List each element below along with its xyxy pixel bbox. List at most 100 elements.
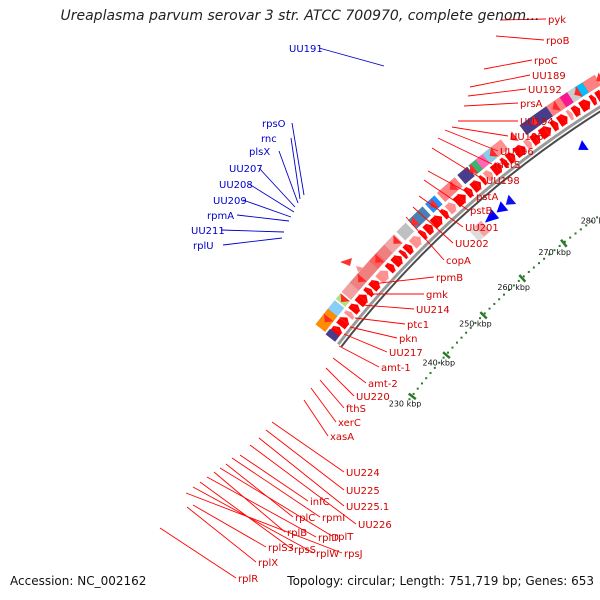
gene-body [408, 236, 421, 249]
gene-body [422, 224, 434, 236]
gene-leader-line [258, 167, 296, 208]
gene-leader-line [423, 179, 469, 211]
gene-body [402, 244, 414, 256]
gene-leader-line [249, 444, 357, 525]
gene-arrow [345, 310, 356, 319]
gene-arrow [339, 317, 350, 326]
gene-arrow [375, 254, 385, 263]
gene-leader-line [242, 199, 292, 218]
gene-arrow [542, 125, 552, 137]
gene-arrow [350, 303, 361, 312]
gene-leader-line [412, 206, 454, 244]
gene-leader-line [418, 195, 464, 228]
gene-arrow [358, 294, 368, 303]
gene-label: amt-1 [381, 363, 411, 374]
scale-dot [493, 302, 496, 305]
gene-label: rpsO [262, 119, 286, 130]
gene-body [354, 295, 368, 308]
scale-dot [429, 372, 432, 375]
scale-dot [579, 228, 582, 231]
gene-label: UU194 [520, 117, 554, 128]
gene-leader-line [186, 506, 257, 563]
gene-body [570, 105, 581, 118]
gene-arrow [370, 279, 381, 289]
gene-block [327, 300, 345, 317]
gene-label: UU220 [356, 392, 390, 403]
gene-arrow [507, 151, 516, 163]
gene-body [529, 133, 540, 146]
gene-label: rnc [261, 134, 277, 145]
gene-body [336, 317, 349, 330]
gene-block [582, 74, 600, 93]
gene-leader-line [338, 345, 380, 368]
gene-arrow [479, 174, 488, 185]
gene-arrow [425, 223, 435, 233]
gene-leader-line [248, 183, 295, 213]
scale-dot [420, 382, 423, 385]
scale-dot [465, 331, 468, 334]
gene-leader-line [499, 18, 547, 21]
gene-body [375, 271, 389, 284]
gene-label: metS [494, 160, 520, 171]
gene-leader-line [220, 229, 285, 233]
scale-dot [483, 312, 486, 315]
gene-block [341, 282, 360, 301]
gene-leader-line [332, 357, 367, 384]
gene-label: ptc1 [407, 320, 429, 331]
scale-dot [585, 224, 588, 227]
gene-leader-line [291, 122, 305, 196]
scale-tick [560, 238, 568, 248]
gene-arrow [560, 113, 568, 125]
scale-label: 260 kbp [497, 283, 530, 292]
gene-body [469, 180, 481, 193]
gene-leader-line [225, 463, 294, 518]
blue-gene-arrow [496, 201, 509, 213]
gene-arrow [404, 243, 414, 253]
gene-leader-line [354, 317, 406, 325]
gene-arrow [532, 133, 541, 144]
gene-block [559, 91, 575, 108]
scale-tick [518, 274, 527, 283]
gene-leader-line [192, 486, 315, 554]
accession-label: Accession: NC_002162 [10, 574, 147, 588]
gene-label: pyk [548, 15, 566, 26]
scale-dot [522, 275, 525, 278]
gene-leader-line [185, 492, 343, 554]
gene-body [556, 114, 567, 127]
scale-dot [527, 270, 530, 273]
gene-arrow [386, 262, 397, 272]
gene-leader-line [206, 476, 317, 538]
gene-body [363, 287, 374, 298]
gene-block [474, 220, 491, 237]
gene-arrow [510, 131, 519, 141]
gene-label: rplW [316, 549, 339, 560]
scale-dot [517, 279, 520, 282]
gene-label: plsX [249, 147, 270, 158]
gene-arrow [323, 313, 334, 323]
gene-arrow [489, 147, 499, 157]
scale-dot [412, 392, 415, 395]
gene-arrow [340, 293, 350, 303]
gene-label: rpsS [294, 545, 316, 556]
genome-summary: Topology: circular; Length: 751,719 bp; … [287, 574, 594, 588]
gene-arrow [596, 72, 600, 82]
gene-leader-line [451, 126, 509, 137]
gene-label: UU225 [346, 486, 380, 497]
gene-label: gmk [426, 290, 448, 301]
gene-body [368, 280, 380, 292]
gene-arrow [493, 162, 502, 173]
gene-label: rplU [193, 241, 214, 252]
gene-label: amt-2 [368, 379, 398, 390]
gene-label: xerC [338, 418, 361, 429]
gene-label: rplD [318, 533, 339, 544]
gene-label: UU196 [500, 147, 534, 158]
scale-dot [442, 356, 445, 359]
scale-dot [425, 377, 428, 380]
gene-body [390, 255, 403, 268]
gene-label: UU209 [213, 196, 247, 207]
scale-tick [479, 311, 488, 320]
gene-arrow [590, 93, 598, 105]
scale-label: 240 kbp [422, 359, 455, 368]
scale-dot [446, 351, 449, 354]
